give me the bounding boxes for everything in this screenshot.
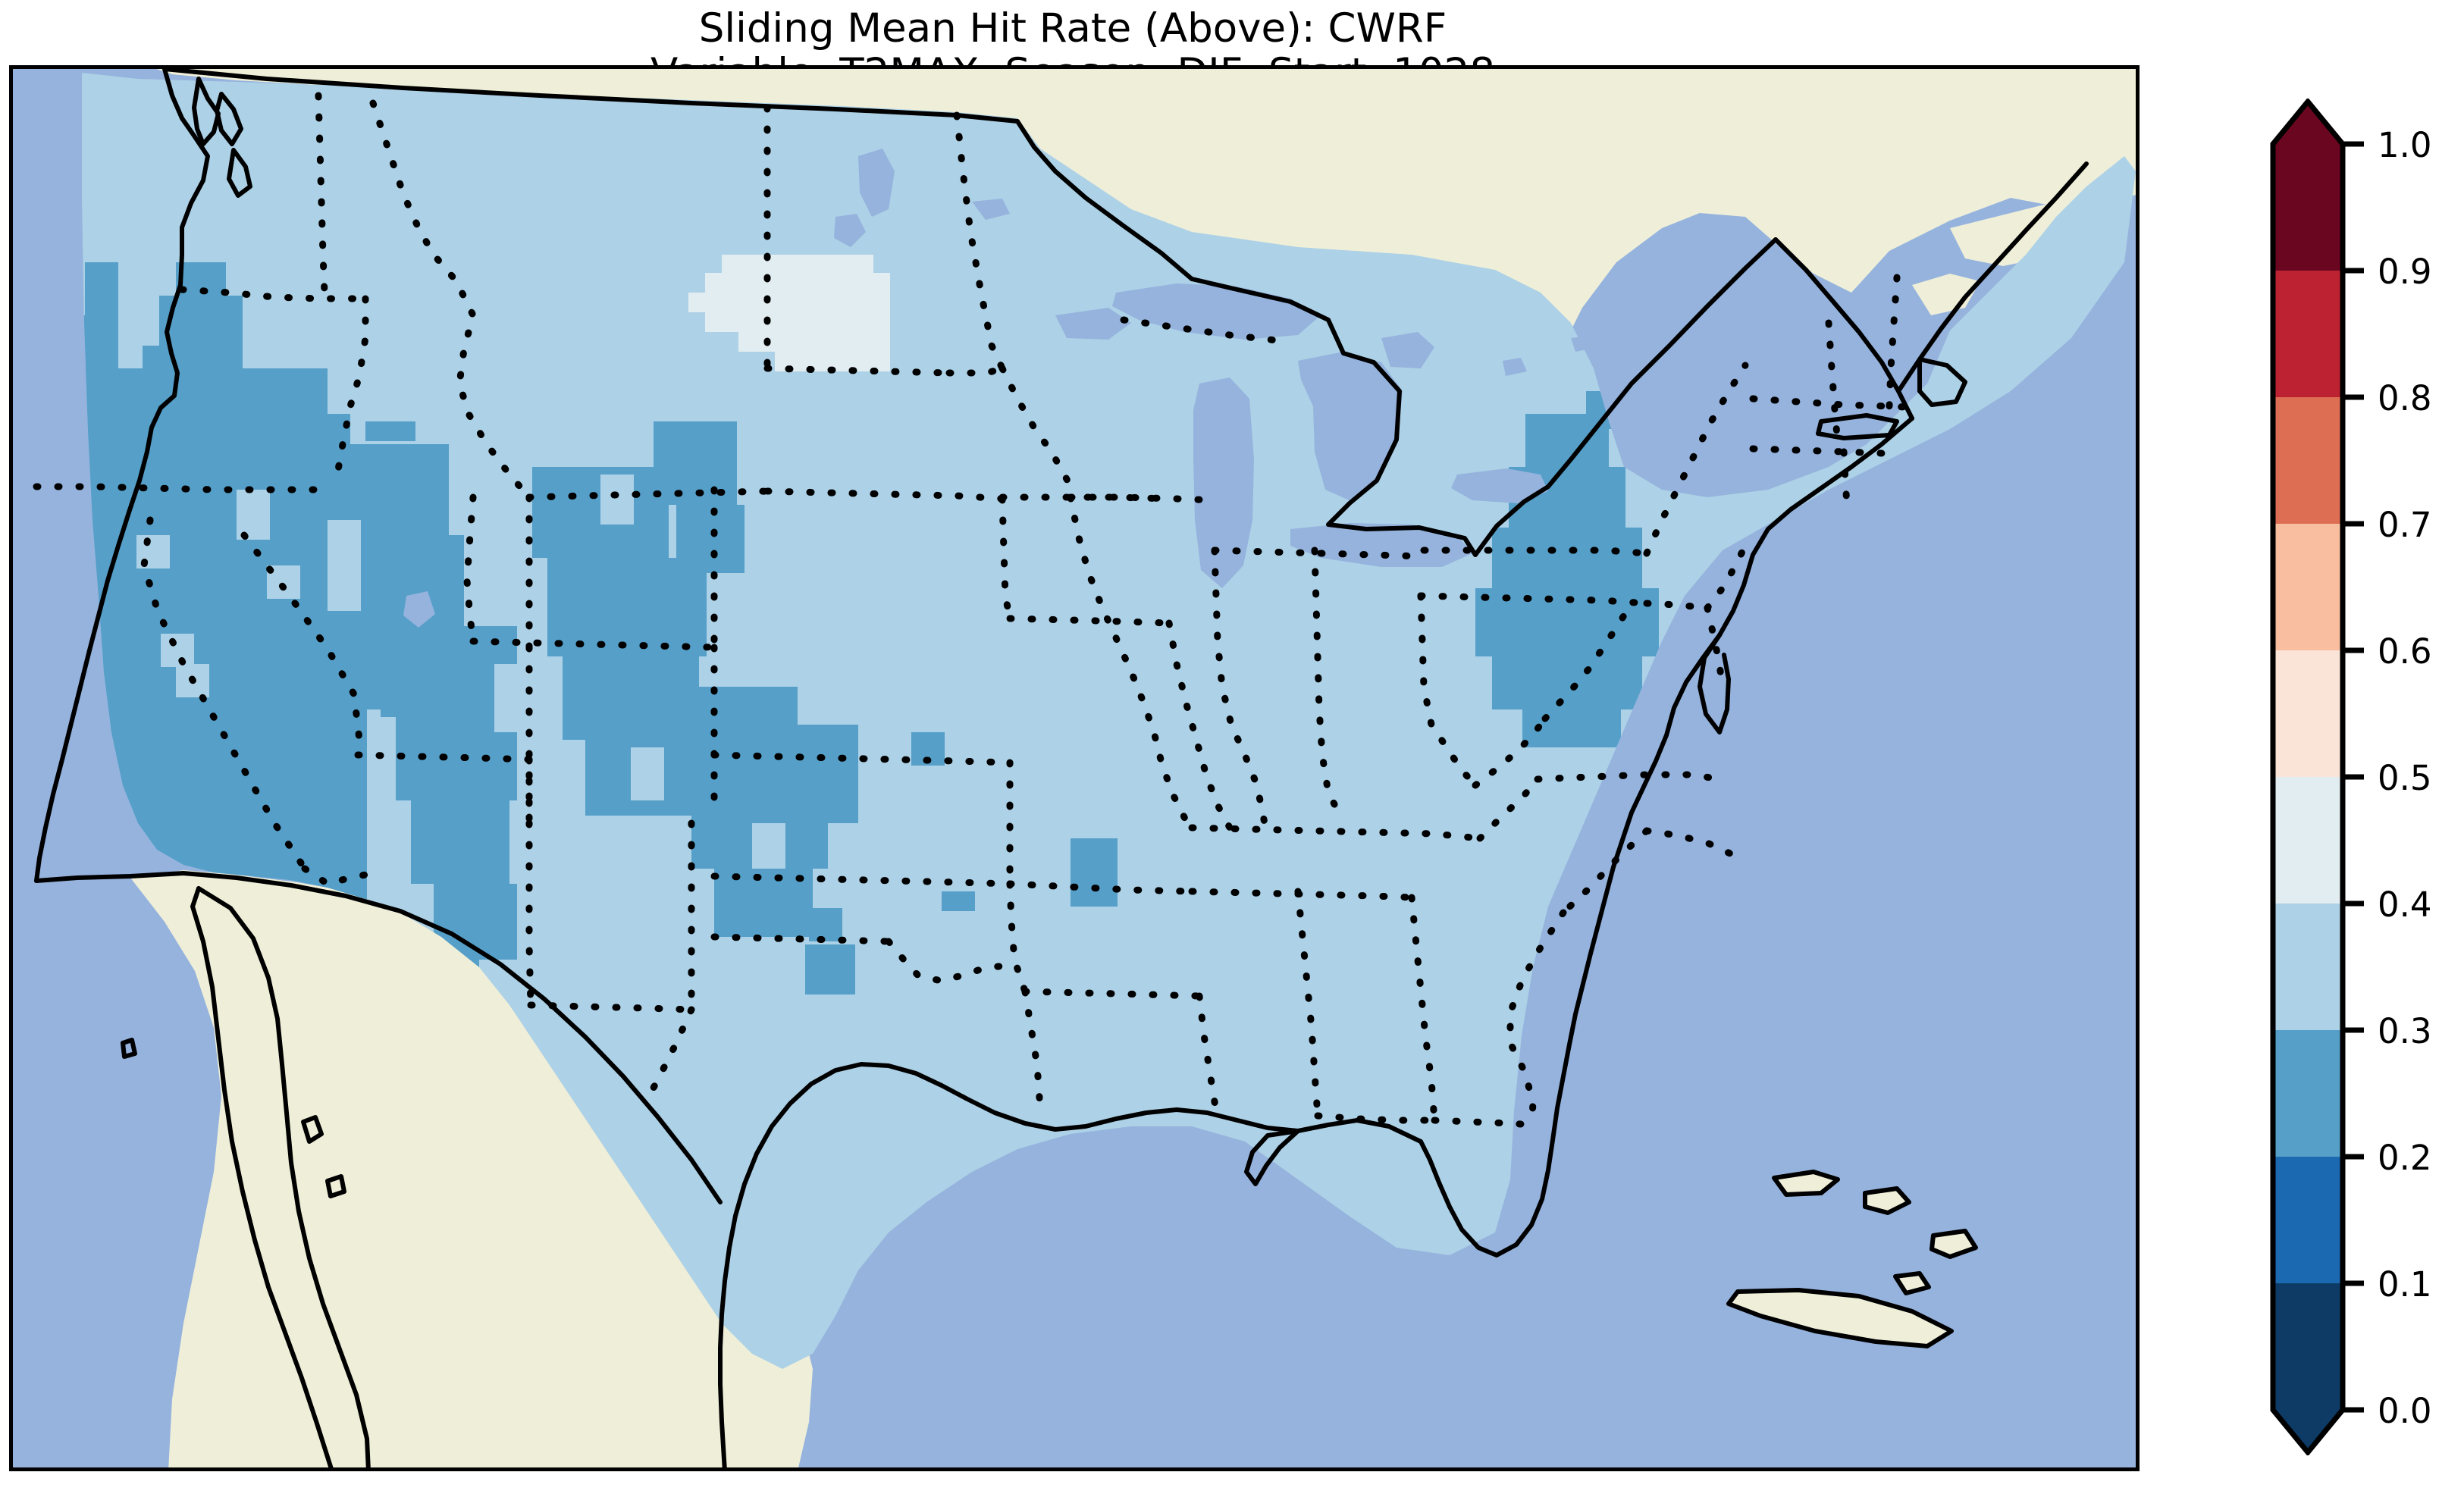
title-line-1: Sliding Mean Hit Rate (Above): CWRF — [698, 5, 1447, 52]
map-plot — [13, 69, 2136, 1467]
cb-tick-10: 1.0 — [2378, 125, 2432, 165]
colorbar-over-arrow — [2273, 102, 2343, 144]
cb-tick-9: 0.9 — [2378, 252, 2432, 292]
cb-tick-2: 0.2 — [2378, 1138, 2432, 1178]
cb-tick-0: 0.0 — [2378, 1391, 2432, 1431]
raster-bin-0p3-0p4-holes — [136, 475, 785, 869]
cb-tick-1: 0.1 — [2378, 1264, 2432, 1305]
map-axes — [9, 65, 2140, 1471]
colorbar-svg: 0.0 0.1 0.2 0.3 0.4 0.5 0.6 0.7 0.8 0.9 … — [2270, 99, 2432, 1455]
colorbar-under-arrow — [2273, 1410, 2343, 1452]
cb-tick-4: 0.4 — [2378, 885, 2432, 925]
cb-tick-8: 0.8 — [2378, 378, 2432, 418]
cb-tick-5: 0.5 — [2378, 758, 2432, 798]
raster-bin-0p4-0p5 — [688, 255, 890, 371]
colorbar: 0.0 0.1 0.2 0.3 0.4 0.5 0.6 0.7 0.8 0.9 … — [2229, 99, 2464, 1455]
land-outside-domain — [130, 69, 2136, 1467]
cb-tick-7: 0.7 — [2378, 505, 2432, 545]
cb-tick-6: 0.6 — [2378, 631, 2432, 672]
state-borders — [33, 92, 1923, 1129]
colorbar-bands — [2273, 144, 2343, 1410]
colorbar-ticks — [2343, 141, 2364, 1413]
colorbar-tick-labels: 0.0 0.1 0.2 0.3 0.4 0.5 0.6 0.7 0.8 0.9 … — [2378, 125, 2432, 1431]
cb-tick-3: 0.3 — [2378, 1011, 2432, 1051]
coastline-layer — [34, 69, 2089, 1467]
